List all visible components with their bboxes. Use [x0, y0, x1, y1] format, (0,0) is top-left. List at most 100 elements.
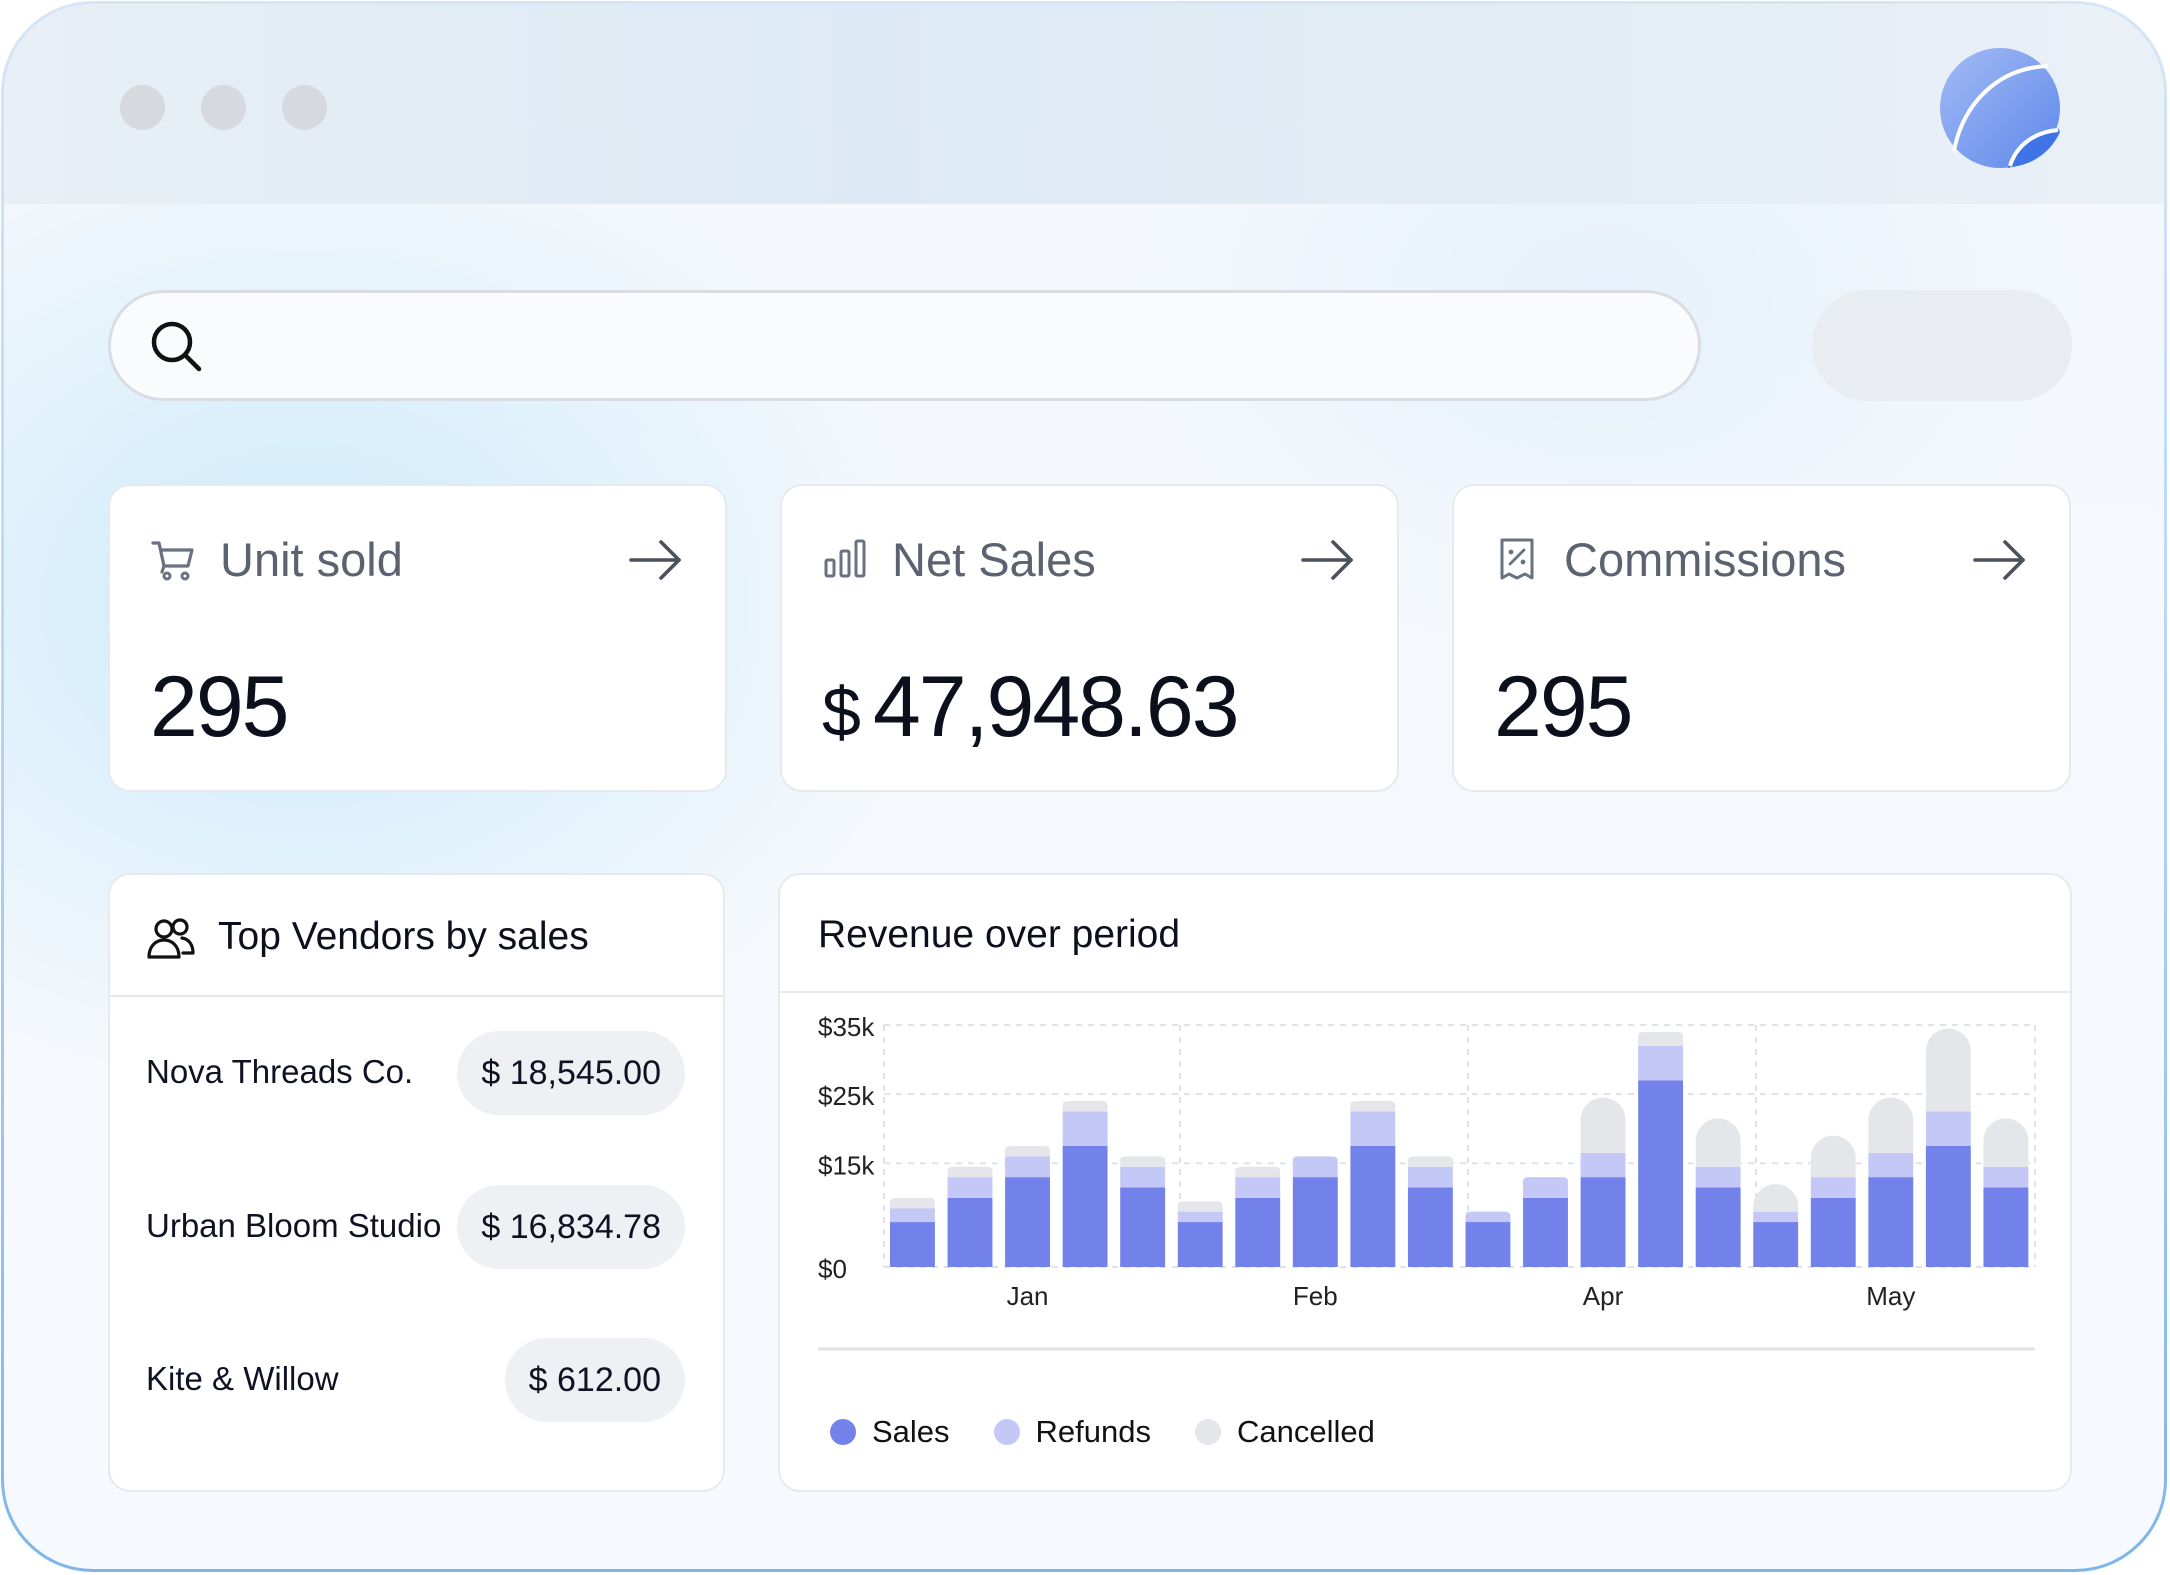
receipt-percent-icon: [1500, 538, 1534, 580]
action-button[interactable]: [1812, 290, 2072, 401]
y-tick-label: $0: [818, 1254, 847, 1284]
bar-segment-sales: [1062, 1146, 1108, 1267]
legend-label: Cancelled: [1237, 1414, 1375, 1449]
top-vendors-header: Top Vendors by sales: [110, 875, 723, 997]
stat-label: Net Sales: [892, 533, 1096, 586]
y-tick-label: $15k: [818, 1150, 875, 1180]
cart-icon: [151, 541, 194, 581]
bar-segment-sales: [890, 1222, 935, 1267]
bar-segment-refunds: [1177, 1211, 1223, 1223]
stat-card-net-sales[interactable]: Net Sales $47,948.63: [780, 484, 1399, 792]
bar-segment-refunds: [1292, 1156, 1338, 1178]
bar-segment-cancelled: [1235, 1166, 1281, 1178]
bar-segment-cancelled: [1062, 1101, 1108, 1112]
window-maximize-dot[interactable]: [282, 85, 327, 130]
revenue-bar-chart: $0 $15k $25k $35k Jan Feb Apr May: [818, 1012, 2036, 1351]
bar-segment-cancelled: [1407, 1156, 1453, 1167]
legend-label: Refunds: [1035, 1414, 1152, 1449]
bar-segment-sales: [1925, 1146, 1971, 1267]
search-input[interactable]: [221, 313, 1661, 379]
x-tick-label: May: [1866, 1281, 1915, 1311]
bar-segment-refunds: [1407, 1166, 1453, 1188]
bar-segment-refunds: [1465, 1211, 1511, 1223]
bar-segment-cancelled: [1638, 1031, 1684, 1046]
y-tick-label: $35k: [818, 1012, 875, 1042]
bar-segment-refunds: [1523, 1177, 1568, 1198]
vendor-row[interactable]: Urban Bloom Studio $ 16,834.78: [110, 1185, 723, 1275]
search-bar[interactable]: [108, 290, 1701, 401]
legend-label: Sales: [872, 1414, 950, 1449]
bar-segment-sales: [1292, 1177, 1338, 1267]
stat-card-unit-sold[interactable]: Unit sold 295: [108, 484, 727, 792]
stat-label: Commissions: [1564, 533, 1847, 586]
vendor-amount-badge: $ 16,834.78: [457, 1185, 685, 1269]
bar-segment-sales: [1983, 1187, 2029, 1267]
bar-segment-sales: [1465, 1222, 1511, 1267]
bar-segment-refunds: [1868, 1152, 1914, 1178]
stat-value: 295: [150, 659, 289, 755]
vendor-name: Kite & Willow: [146, 1360, 339, 1397]
stat-card-commissions[interactable]: Commissions 295: [1452, 484, 2071, 792]
bar-segment-refunds: [1925, 1111, 1971, 1146]
arrow-right-icon[interactable]: [1971, 536, 2029, 584]
bar-segment-refunds: [890, 1208, 935, 1223]
top-vendors-title: Top Vendors by sales: [218, 915, 589, 958]
revenue-chart-header: Revenue over period: [780, 875, 2070, 993]
bar-segment-sales: [947, 1197, 993, 1267]
bar-segment-sales: [1235, 1197, 1281, 1267]
x-tick-label: Feb: [1293, 1281, 1338, 1311]
bar-segment-refunds: [1062, 1111, 1108, 1146]
bar-segment-sales: [1810, 1197, 1856, 1267]
bar-segment-cancelled: [890, 1197, 935, 1209]
vendor-amount-badge: $ 18,545.00: [457, 1031, 685, 1115]
vendor-name: Nova Threads Co.: [146, 1053, 414, 1090]
legend-dot-refunds: [993, 1419, 1020, 1445]
bar-segment-sales: [1177, 1222, 1223, 1267]
window-close-dot[interactable]: [120, 85, 165, 130]
legend-item-cancelled[interactable]: Cancelled: [1195, 1414, 1375, 1450]
legend-dot-cancelled: [1195, 1419, 1222, 1445]
bar-segment-sales: [1868, 1177, 1914, 1267]
stat-value: 295: [1494, 659, 1633, 755]
bar-segment-refunds: [1695, 1166, 1741, 1188]
bar-segment-sales: [1005, 1177, 1050, 1267]
legend-item-refunds[interactable]: Refunds: [993, 1414, 1152, 1450]
revenue-chart-title: Revenue over period: [818, 913, 1181, 956]
bar-segment-sales: [1638, 1080, 1684, 1267]
chart-legend: Sales Refunds Cancelled: [830, 1407, 1375, 1457]
bar-segment-refunds: [1983, 1166, 2029, 1188]
bar-segment-refunds: [1638, 1045, 1684, 1081]
bar-segment-cancelled: [1580, 1097, 1626, 1153]
bar-segment-sales: [1580, 1177, 1626, 1267]
brand-logo-icon: [1940, 48, 2060, 168]
legend-item-sales[interactable]: Sales: [830, 1414, 950, 1450]
x-tick-label: Jan: [1007, 1281, 1049, 1311]
vendor-name: Urban Bloom Studio: [146, 1207, 442, 1244]
y-tick-label: $25k: [818, 1081, 875, 1111]
bar-segment-refunds: [1580, 1152, 1626, 1178]
arrow-right-icon[interactable]: [1299, 536, 1357, 584]
bar-segment-refunds: [947, 1177, 993, 1198]
legend-dot-sales: [830, 1419, 856, 1445]
users-icon: [147, 918, 195, 959]
title-bar: [4, 4, 2164, 204]
vendor-row[interactable]: Kite & Willow $ 612.00: [110, 1338, 723, 1428]
x-tick-label: Apr: [1583, 1281, 1624, 1311]
bar-segment-cancelled: [947, 1166, 993, 1178]
vendor-amount-badge: $ 612.00: [504, 1338, 685, 1422]
bar-segment-cancelled: [1005, 1146, 1050, 1157]
bar-segment-refunds: [1350, 1111, 1396, 1146]
revenue-chart-card: Revenue over period $0 $15k $25k $35k Jan Feb…: [778, 873, 2072, 1492]
bar-segment-cancelled: [1925, 1028, 1971, 1112]
vendor-row[interactable]: Nova Threads Co. $ 18,545.00: [110, 1031, 723, 1121]
bar-segment-cancelled: [1350, 1101, 1396, 1112]
bar-segment-sales: [1350, 1146, 1396, 1267]
bar-segment-cancelled: [1810, 1135, 1856, 1178]
bar-segment-sales: [1523, 1197, 1568, 1267]
bar-segment-sales: [1753, 1222, 1799, 1267]
bar-segment-refunds: [1235, 1177, 1281, 1198]
arrow-right-icon[interactable]: [627, 536, 685, 584]
bar-segment-sales: [1120, 1187, 1166, 1267]
window-minimize-dot[interactable]: [201, 85, 246, 130]
bar-segment-refunds: [1810, 1177, 1856, 1198]
